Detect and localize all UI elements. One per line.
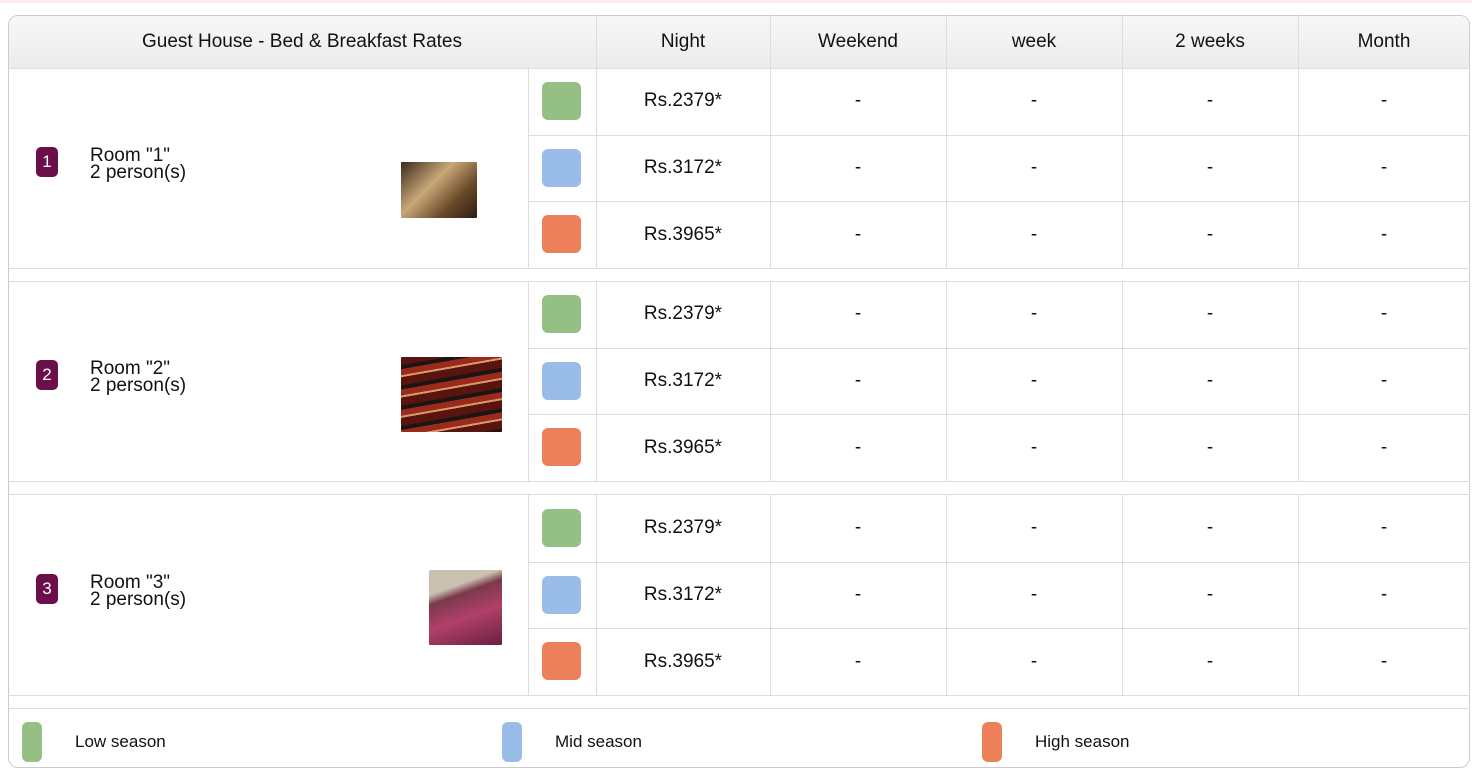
rate-cell: - (1298, 495, 1470, 562)
price-cell: Rs.3172* (596, 135, 770, 202)
header-cell: Night (596, 15, 770, 68)
column-divider (1122, 15, 1123, 68)
rate-cell: - (946, 201, 1122, 268)
rate-cell: - (1298, 628, 1470, 695)
price-cell: Rs.3965* (596, 628, 770, 695)
block-border (8, 695, 1470, 696)
rate-cell: - (1298, 281, 1470, 348)
rate-cell: - (1122, 628, 1298, 695)
rate-cell: - (946, 628, 1122, 695)
room-capacity: 2 person(s) (90, 375, 340, 397)
header-cell: Guest House - Bed & Breakfast Rates (8, 15, 596, 68)
header-cell: Weekend (770, 15, 946, 68)
price-cell: Rs.2379* (596, 495, 770, 562)
column-divider (528, 68, 529, 268)
rate-cell: - (770, 628, 946, 695)
top-strip (0, 0, 1472, 3)
rate-cell: - (946, 68, 1122, 135)
rate-cell: - (770, 414, 946, 481)
rate-cell: - (1122, 135, 1298, 202)
header-cell: 2 weeks (1122, 15, 1298, 68)
room-photo (401, 357, 502, 432)
rate-cell: - (1298, 562, 1470, 629)
rate-cell: - (1298, 414, 1470, 481)
legend-label: High season (1035, 731, 1335, 753)
price-cell: Rs.2379* (596, 68, 770, 135)
rate-cell: - (1122, 348, 1298, 415)
room-number: 2 (36, 360, 58, 390)
room-photo (401, 162, 477, 218)
block-border (8, 708, 1470, 709)
rate-cell: - (770, 281, 946, 348)
rate-cell: - (1298, 135, 1470, 202)
rate-cell: - (946, 348, 1122, 415)
season-swatch (542, 215, 581, 253)
legend-swatch (502, 722, 522, 762)
rate-cell: - (770, 562, 946, 629)
price-cell: Rs.3965* (596, 201, 770, 268)
room-number: 1 (36, 147, 58, 177)
rate-cell: - (1122, 562, 1298, 629)
block-border (8, 268, 1470, 269)
season-swatch (542, 149, 581, 187)
price-cell: Rs.3965* (596, 414, 770, 481)
rate-cell: - (1298, 68, 1470, 135)
price-cell: Rs.2379* (596, 281, 770, 348)
page: Guest House - Bed & Breakfast RatesNight… (0, 0, 1472, 770)
season-swatch (542, 642, 581, 680)
rate-cell: - (946, 414, 1122, 481)
rate-cell: - (770, 68, 946, 135)
column-divider (770, 15, 771, 68)
room-capacity: 2 person(s) (90, 589, 340, 611)
rate-cell: - (770, 495, 946, 562)
rate-cell: - (946, 281, 1122, 348)
header-cell: Month (1298, 15, 1470, 68)
rate-cell: - (1122, 281, 1298, 348)
rate-cell: - (1122, 68, 1298, 135)
rate-cell: - (1298, 348, 1470, 415)
block-border (8, 481, 1470, 482)
room-number: 3 (36, 574, 58, 604)
season-swatch (542, 576, 581, 614)
season-swatch (542, 82, 581, 120)
rate-cell: - (946, 495, 1122, 562)
rate-cell: - (946, 562, 1122, 629)
column-divider (946, 15, 947, 68)
rate-cell: - (1122, 414, 1298, 481)
rate-cell: - (1122, 201, 1298, 268)
rate-cell: - (770, 201, 946, 268)
column-divider (528, 495, 529, 695)
legend-label: Mid season (555, 731, 855, 753)
legend-swatch (982, 722, 1002, 762)
rate-cell: - (1122, 495, 1298, 562)
price-cell: Rs.3172* (596, 562, 770, 629)
rate-cell: - (1298, 201, 1470, 268)
season-swatch (542, 362, 581, 400)
room-photo (429, 570, 502, 645)
rate-cell: - (770, 348, 946, 415)
season-swatch (542, 295, 581, 333)
column-divider (1298, 15, 1299, 68)
season-swatch (542, 428, 581, 466)
room-capacity: 2 person(s) (90, 162, 340, 184)
column-divider (528, 281, 529, 481)
column-divider (596, 15, 597, 68)
legend-swatch (22, 722, 42, 762)
rate-cell: - (770, 135, 946, 202)
price-cell: Rs.3172* (596, 348, 770, 415)
rate-cell: - (946, 135, 1122, 202)
season-swatch (542, 509, 581, 547)
legend-label: Low season (75, 731, 375, 753)
header-cell: week (946, 15, 1122, 68)
